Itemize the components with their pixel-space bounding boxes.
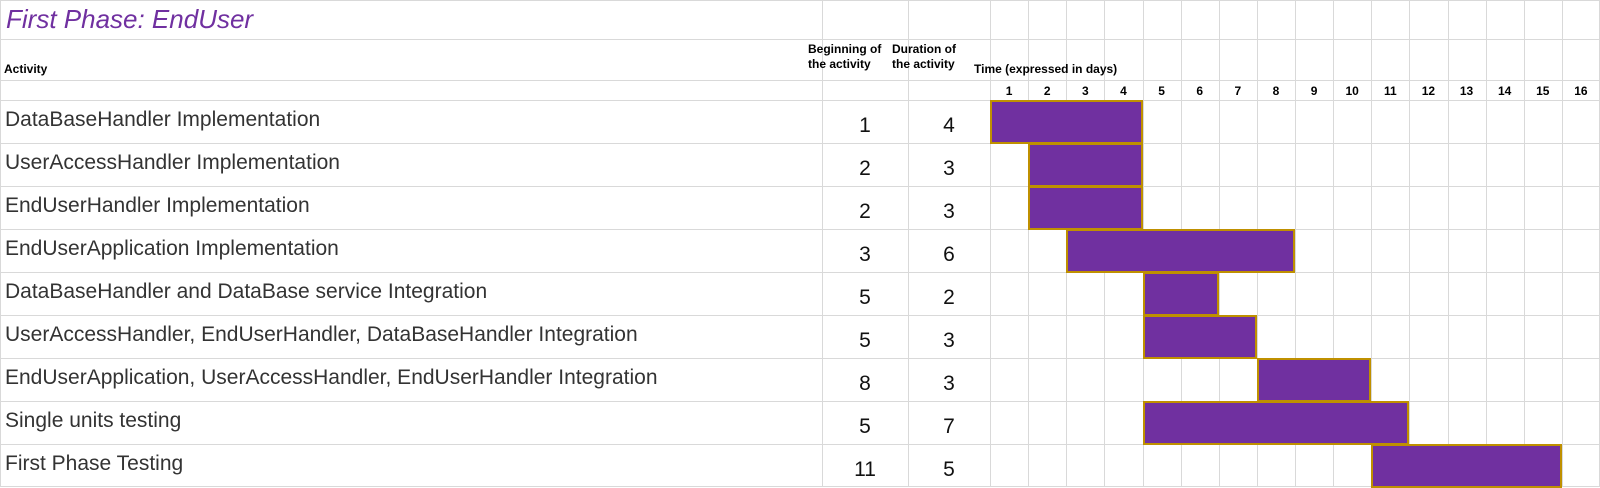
gantt-bar — [1028, 143, 1143, 187]
start-value: 2 — [859, 157, 871, 180]
day-label: 3 — [1081, 84, 1089, 98]
day-label: 5 — [1158, 84, 1165, 98]
grid-hline — [0, 444, 1600, 445]
gantt-bar — [1142, 315, 1257, 359]
chart-title: First Phase: EndUser — [6, 4, 254, 34]
start-value: 5 — [859, 329, 871, 352]
activity-label: EndUserApplication, UserAccessHandler, E… — [5, 366, 658, 389]
grid-vline — [822, 0, 823, 487]
activity-label: First Phase Testing — [5, 452, 184, 475]
start-value: 8 — [859, 372, 871, 395]
activity-label: UserAccessHandler, EndUserHandler, DataB… — [5, 323, 638, 346]
day-label: 7 — [1234, 84, 1242, 98]
start-value: 3 — [859, 243, 871, 266]
start-value: 5 — [859, 286, 871, 309]
gantt-bar — [1066, 229, 1295, 273]
activity-label: DataBaseHandler Implementation — [5, 108, 321, 131]
duration-value: 3 — [943, 200, 955, 223]
grid-vline — [1448, 0, 1449, 487]
grid-hline — [0, 186, 1600, 187]
grid-hline — [0, 0, 1600, 1]
duration-value: 3 — [943, 157, 955, 180]
day-label: 9 — [1310, 84, 1318, 98]
duration-header-line1: Duration of — [892, 42, 956, 56]
duration-value: 5 — [943, 458, 955, 481]
day-label: 11 — [1383, 84, 1397, 98]
activity-header: Activity — [4, 62, 48, 76]
grid-hline — [0, 401, 1600, 402]
grid-vline — [1524, 0, 1525, 487]
gantt-bar — [990, 100, 1143, 144]
duration-header: Duration of the activity — [892, 42, 956, 72]
day-label: 1 — [1005, 84, 1013, 98]
gantt-bar — [1028, 186, 1143, 230]
time-header: Time (expressed in days) — [974, 62, 1118, 76]
day-label: 6 — [1196, 84, 1204, 98]
activity-label: UserAccessHandler Implementation — [5, 151, 340, 174]
activity-label: EndUserHandler Implementation — [5, 194, 310, 217]
grid-hline — [0, 80, 1600, 81]
grid-vline — [1371, 0, 1372, 487]
duration-header-line2: the activity — [892, 57, 955, 71]
grid-hline — [0, 143, 1600, 144]
day-label: 4 — [1120, 84, 1127, 98]
grid-hline — [0, 272, 1600, 273]
start-value: 11 — [854, 458, 876, 481]
gantt-bar — [1142, 272, 1219, 316]
duration-value: 2 — [943, 286, 955, 309]
day-label: 2 — [1043, 84, 1051, 98]
day-label: 13 — [1459, 84, 1474, 98]
gantt-bar — [1142, 401, 1410, 445]
duration-value: 7 — [943, 415, 955, 438]
duration-value: 4 — [943, 114, 955, 137]
grid-vline — [1409, 0, 1410, 487]
day-label: 15 — [1536, 84, 1550, 98]
grid-vline — [1028, 0, 1029, 487]
grid-hline — [0, 229, 1600, 230]
day-label: 12 — [1421, 84, 1436, 98]
start-value: 2 — [859, 200, 871, 223]
grid-vline — [908, 0, 909, 487]
grid-vline — [0, 0, 1, 487]
activity-label: DataBaseHandler and DataBase service Int… — [5, 280, 488, 303]
grid-hline — [0, 315, 1600, 316]
day-label: 8 — [1272, 84, 1280, 98]
grid-vline — [990, 0, 991, 487]
start-value: 5 — [859, 415, 871, 438]
grid-vline — [1562, 0, 1563, 487]
grid-hline — [0, 100, 1600, 101]
gantt-bar — [1371, 444, 1562, 488]
duration-value: 3 — [943, 329, 955, 352]
grid-vline — [1295, 0, 1296, 487]
day-label: 14 — [1498, 84, 1512, 98]
grid-vline — [1486, 0, 1487, 487]
grid-hline — [0, 39, 1600, 40]
gantt-bar — [1256, 358, 1372, 402]
grid-vline — [1333, 0, 1334, 487]
day-label: 16 — [1574, 84, 1588, 98]
duration-value: 6 — [943, 243, 955, 266]
grid-hline — [0, 358, 1600, 359]
duration-value: 3 — [943, 372, 955, 395]
beginning-header-line2: the activity — [808, 57, 871, 71]
day-label: 10 — [1345, 84, 1359, 98]
start-value: 1 — [859, 114, 871, 137]
beginning-header: Beginning of the activity — [808, 42, 881, 72]
activity-label: Single units testing — [5, 409, 182, 432]
activity-label: EndUserApplication Implementation — [5, 237, 339, 260]
beginning-header-line1: Beginning of — [808, 42, 882, 56]
